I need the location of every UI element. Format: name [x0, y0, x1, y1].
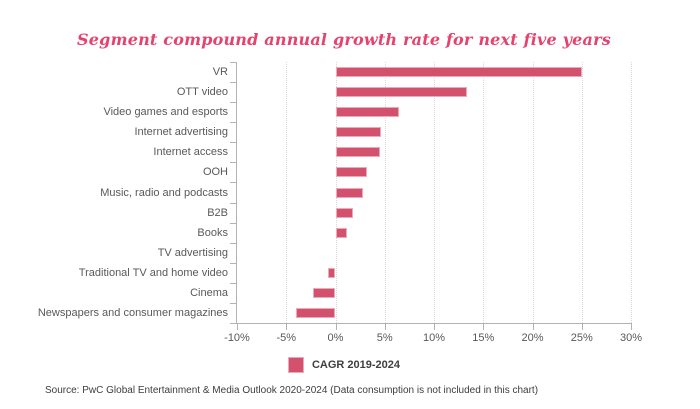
- x-axis-tick: [581, 323, 583, 330]
- x-axis-label: 20%: [521, 332, 544, 344]
- category-label: Video games and esports: [103, 106, 228, 119]
- legend[interactable]: CAGR 2019-2024: [0, 357, 688, 373]
- category-label: Newspapers and consumer magazines: [37, 306, 228, 319]
- bar-books[interactable]: [335, 227, 348, 238]
- category-label: TV advertising: [157, 246, 228, 259]
- y-axis-tick: [230, 162, 237, 164]
- bar-video-games-and-esports[interactable]: [335, 107, 399, 118]
- gridline--5%: [286, 62, 288, 323]
- gridline-5%: [384, 62, 386, 323]
- y-axis-tick: [230, 62, 237, 63]
- legend-swatch: [287, 357, 304, 373]
- bar-cinema[interactable]: [312, 287, 336, 298]
- y-axis-tick: [230, 222, 237, 224]
- bar-ooh[interactable]: [335, 167, 368, 178]
- y-axis-tick: [230, 102, 237, 104]
- y-axis-tick: [230, 282, 237, 284]
- x-axis-tick: [532, 323, 534, 330]
- legend-label: CAGR 2019-2024: [311, 359, 401, 371]
- bar-music-radio-and-podcasts[interactable]: [335, 187, 364, 198]
- category-label: OOH: [202, 166, 228, 179]
- category-label: Cinema: [190, 286, 228, 299]
- y-axis-tick: [230, 82, 237, 84]
- x-axis-tick: [483, 323, 485, 330]
- x-axis-tick: [286, 323, 288, 330]
- gridline-25%: [581, 62, 583, 323]
- y-axis-tick: [230, 262, 237, 264]
- x-axis-label: 30%: [619, 332, 643, 344]
- category-label: Internet access: [153, 146, 228, 159]
- gridline-30%: [631, 62, 632, 323]
- gridline-15%: [483, 62, 485, 323]
- category-label: Music, radio and podcasts: [100, 186, 228, 199]
- x-axis-tick: [335, 323, 337, 330]
- x-axis-label: 10%: [422, 332, 446, 344]
- bar-b2b[interactable]: [335, 207, 354, 218]
- category-label: Books: [197, 226, 228, 239]
- category-label: OTT video: [176, 86, 228, 99]
- y-axis-tick: [230, 122, 237, 124]
- bar-ott-video[interactable]: [335, 87, 468, 98]
- bar-vr[interactable]: [335, 67, 582, 78]
- category-label: B2B: [207, 206, 228, 219]
- bar-traditional-tv-and-home-video[interactable]: [327, 267, 336, 278]
- x-axis-label: 5%: [376, 332, 393, 344]
- x-axis-label: 25%: [570, 332, 593, 344]
- bar-newspapers-and-consumer-magazines[interactable]: [296, 307, 336, 318]
- y-axis-tick: [230, 142, 237, 144]
- gridline-10%: [434, 62, 435, 323]
- x-axis-tick: [434, 323, 435, 330]
- category-label: Traditional TV and home video: [78, 266, 228, 279]
- x-axis-tick: [631, 323, 632, 330]
- x-axis-tick: [384, 323, 386, 330]
- y-axis-tick: [230, 242, 237, 244]
- bar-internet-access[interactable]: [335, 147, 380, 158]
- x-axis-label: 15%: [472, 332, 495, 344]
- bar-internet-advertising[interactable]: [335, 127, 381, 138]
- y-axis-tick: [230, 302, 237, 304]
- source-note: Source: PwC Global Entertainment & Media…: [45, 385, 539, 396]
- category-label: Internet advertising: [134, 126, 228, 139]
- plot-area: -10% -5% 0% 5% 10% 15% 20% 25% 30% VR OTT video Vid…: [38, 62, 642, 344]
- y-axis-tick: [230, 182, 237, 184]
- chart-title: Segment compound annual growth rate for …: [77, 30, 611, 49]
- y-axis-tick: [230, 323, 237, 324]
- x-axis-label: -5%: [276, 332, 297, 344]
- y-axis-tick: [230, 202, 237, 204]
- gridline-20%: [532, 62, 534, 323]
- category-label: VR: [212, 66, 228, 79]
- x-axis-tick: [237, 323, 238, 330]
- x-axis-label: -10%: [224, 332, 250, 344]
- x-axis-label: 0%: [327, 332, 344, 344]
